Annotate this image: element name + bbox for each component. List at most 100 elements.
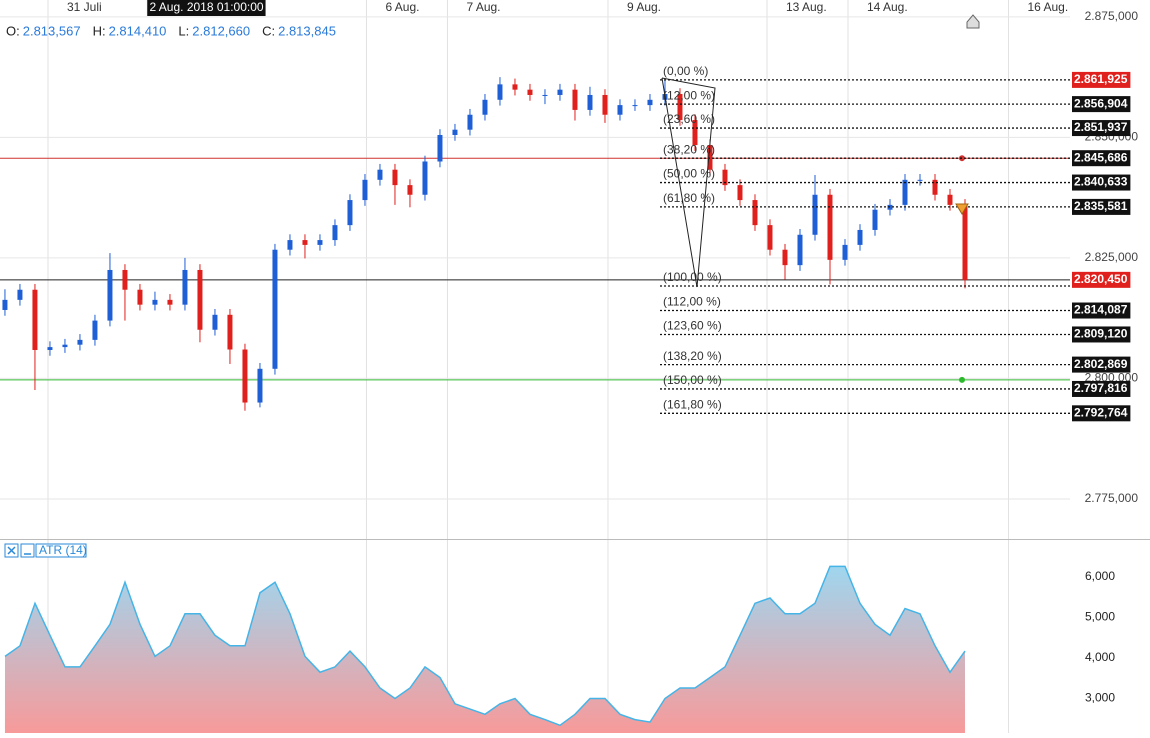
candle-body [692, 120, 698, 146]
fib-label: (61,80 %) [663, 191, 715, 205]
candle-body [2, 299, 8, 310]
price-label-box [1072, 198, 1131, 215]
fib-label: (12,00 %) [663, 88, 715, 102]
atr-area [4, 566, 965, 733]
scroll-icon[interactable] [966, 14, 980, 29]
ohlc-key: L: [178, 23, 189, 38]
candle-body [62, 344, 68, 348]
price-label-box [1072, 326, 1131, 343]
candle-body [362, 179, 368, 201]
order-marker [955, 203, 969, 215]
candle-body [317, 240, 323, 245]
x-tick-label: 14 Aug. [867, 0, 908, 14]
x-tick-label: 16 Aug. [1027, 0, 1068, 14]
candle-body [407, 185, 413, 195]
candle-body [557, 89, 563, 95]
candle-body [272, 249, 278, 369]
line-handle [959, 376, 965, 383]
close-icon-x [7, 546, 16, 555]
candle-body [32, 289, 38, 350]
candle-body [107, 269, 113, 321]
candle-body [332, 225, 338, 241]
candle-body [797, 234, 803, 266]
candle-body [137, 289, 143, 305]
fib-label: (38,20 %) [663, 142, 715, 156]
candle-body [902, 179, 908, 205]
price-label-box [1072, 150, 1131, 167]
candle-body [497, 84, 503, 100]
minimize-icon[interactable] [20, 543, 35, 558]
price-label: 2.797,816 [1074, 381, 1128, 395]
candle-body [707, 145, 713, 170]
ohlc-key: O: [6, 23, 20, 38]
candle-body [587, 94, 593, 110]
ohlc-value: 2.813,567 [23, 23, 81, 38]
candle-body [347, 200, 353, 226]
atr-tick-label: 5,000 [1085, 610, 1115, 624]
ohlc-value: 2.813,845 [278, 23, 336, 38]
candle-body [872, 209, 878, 230]
crosshair-label: 2 Aug. 2018 01:00:00 [149, 0, 263, 14]
candle-body [857, 229, 863, 245]
ohlc-value: 2.812,660 [192, 23, 250, 38]
candle-body [227, 314, 233, 350]
price-label-box [1072, 271, 1131, 288]
x-tick-label: 13 Aug. [786, 0, 827, 14]
candle-body [392, 169, 398, 186]
price-label: 2.845,686 [1074, 150, 1128, 164]
candle-body [722, 169, 728, 186]
price-label-box [1072, 405, 1131, 422]
candle-body [827, 194, 833, 260]
price-label: 2.861,925 [1074, 72, 1128, 86]
candle-body [932, 179, 938, 195]
price-label-box [1072, 96, 1131, 113]
candle-body [602, 94, 608, 115]
candle-body [152, 299, 158, 305]
candle-body [257, 368, 263, 403]
y-tick-label: 2.775,000 [1085, 491, 1139, 505]
price-label: 2.820,450 [1074, 272, 1128, 286]
atr-panel: 6,000 5,000 4,000 3,000 [4, 565, 1115, 733]
x-tick-label: 9 Aug. [627, 0, 661, 14]
candle-body [77, 339, 83, 345]
price-label-box [1072, 120, 1131, 137]
fib-label: (123,60 %) [663, 319, 722, 333]
candle-body [182, 269, 188, 305]
candle-body [842, 244, 848, 260]
candle-body [812, 194, 818, 235]
candle-body [752, 200, 758, 226]
crosshair-label-box [147, 0, 266, 16]
candle-body [782, 249, 788, 266]
price-label: 2.851,937 [1074, 120, 1128, 134]
fib-zigzag [661, 77, 716, 288]
candle-body [527, 89, 533, 95]
candle-body [287, 240, 293, 250]
candle-body [452, 129, 458, 135]
candle-body [377, 169, 383, 180]
legend-box [35, 543, 87, 558]
candle-body [197, 269, 203, 330]
price-label: 2.809,120 [1074, 327, 1128, 341]
price-label-box [1072, 71, 1131, 88]
fib-label: (112,00 %) [663, 295, 721, 309]
candle-body [47, 347, 53, 350]
fib-label: (100,00 %) [663, 270, 722, 284]
atr-legend: ATR (14) [4, 543, 87, 558]
price-label: 2.814,087 [1074, 303, 1128, 317]
candle-body [647, 99, 653, 106]
candle-body [542, 94, 548, 96]
x-tick-label: 7 Aug. [466, 0, 500, 14]
fib-label: (138,20 %) [663, 349, 722, 363]
fib-label: (23,60 %) [663, 112, 715, 126]
candle-body [467, 114, 473, 130]
candle-body [17, 289, 23, 300]
atr-tick-label: 4,000 [1085, 650, 1115, 664]
price-label-box [1072, 174, 1131, 191]
fib-label: (50,00 %) [663, 167, 715, 181]
ohlc-key: H: [93, 23, 106, 38]
y-tick-label: 2.825,000 [1085, 250, 1139, 264]
candle-body [242, 349, 248, 403]
candle-body [677, 94, 683, 121]
ohlc-key: C: [262, 23, 275, 38]
